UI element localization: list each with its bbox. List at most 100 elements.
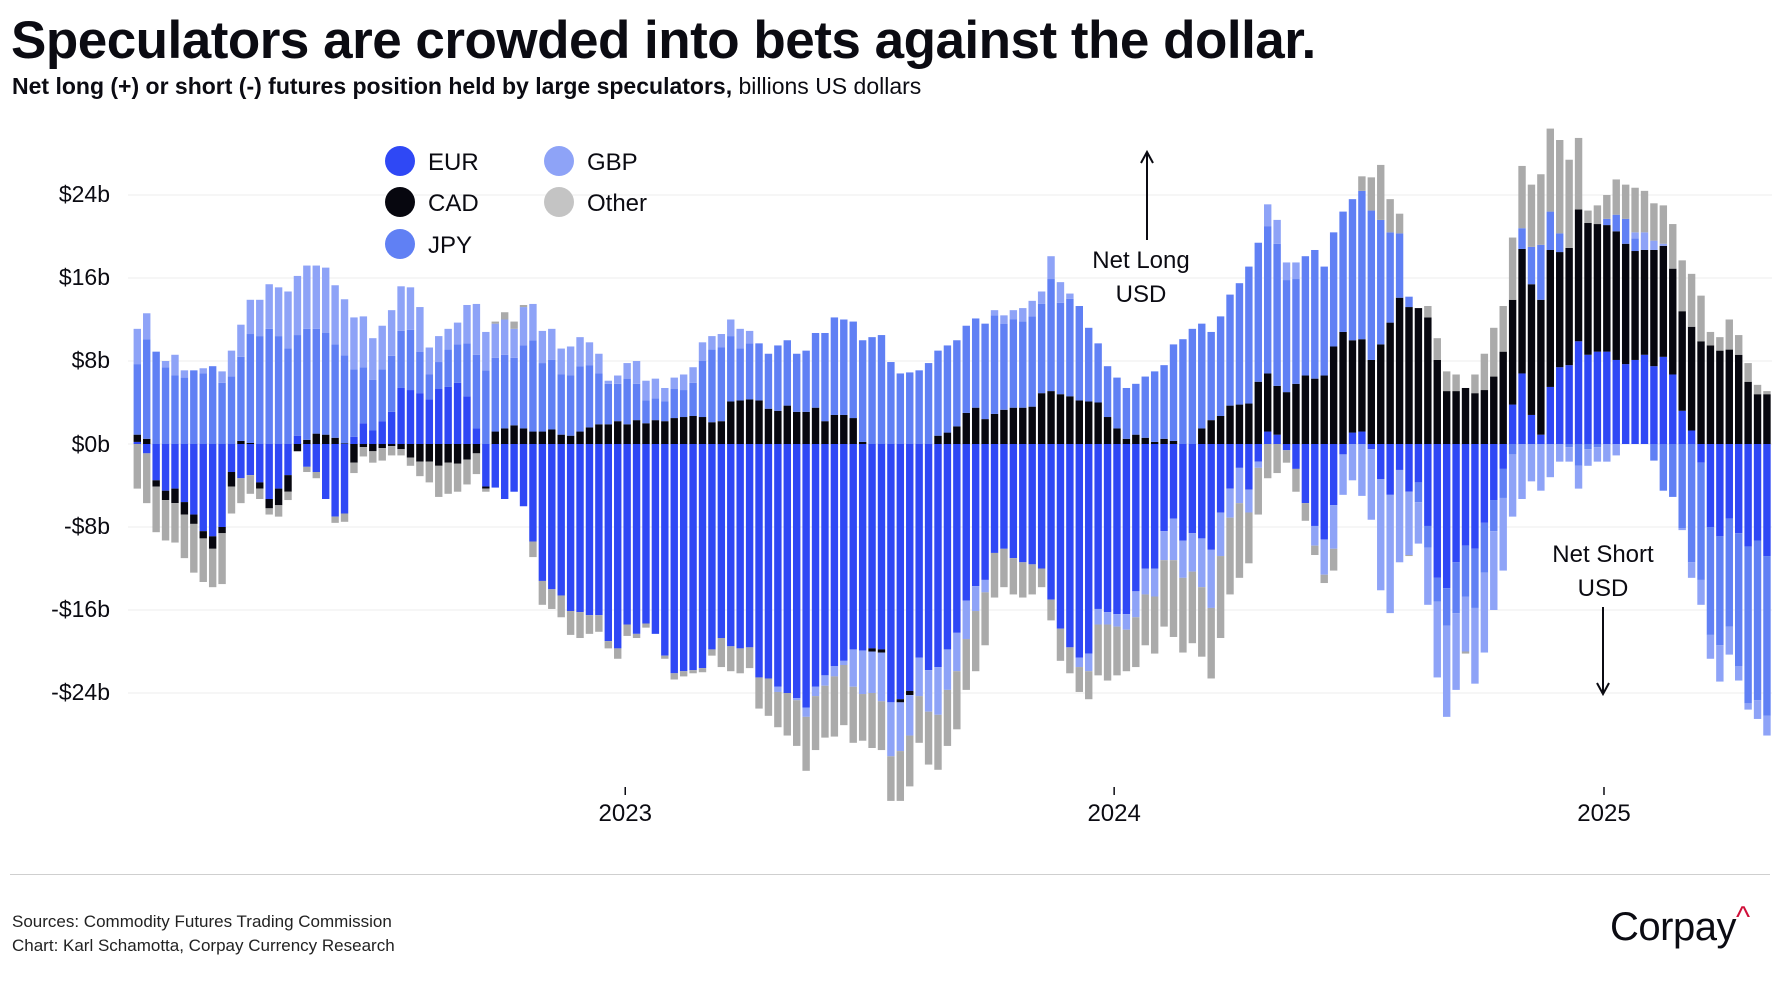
bar-segment-other xyxy=(1687,273,1696,327)
bar-segment-other xyxy=(1075,667,1083,692)
bar-segment-eur xyxy=(1282,444,1291,451)
bar-segment-other xyxy=(1405,555,1413,557)
bar-segment-eur xyxy=(369,430,377,444)
bar-segment-jpy xyxy=(1763,556,1771,716)
bar-segment-cad xyxy=(1056,394,1065,444)
bar-segment-gbp xyxy=(1763,715,1771,736)
bar-segment-cad xyxy=(1282,392,1291,445)
bar-segment-other xyxy=(1716,337,1724,351)
bar-segment-cad xyxy=(369,444,377,452)
bar-segment-eur xyxy=(830,444,839,667)
bar-segment-other xyxy=(284,491,292,501)
bar-segment-other xyxy=(811,696,820,751)
bar-segment-jpy xyxy=(736,348,744,401)
bar-segment-gbp xyxy=(274,287,283,337)
bar-segment-other xyxy=(1735,335,1743,355)
bar-segment-gbp xyxy=(1037,291,1046,304)
bar-segment-cad xyxy=(868,648,876,652)
bar-segment-cad xyxy=(1461,387,1470,445)
legend-label: GBP xyxy=(587,149,638,176)
bar-segment-cad xyxy=(133,434,141,442)
bar-segment-eur xyxy=(1556,367,1564,445)
bar-segment-cad xyxy=(1395,297,1404,444)
bar-segment-eur xyxy=(1433,444,1441,578)
bar-segment-jpy xyxy=(1103,366,1112,418)
bar-segment-gbp xyxy=(1226,488,1234,518)
bar-segment-eur xyxy=(1697,444,1705,463)
bar-segment-eur xyxy=(849,444,857,650)
bar-segment-gbp xyxy=(576,337,584,367)
bar-segment-cad xyxy=(708,422,716,444)
bar-segment-eur xyxy=(811,444,820,687)
bar-segment-other xyxy=(378,448,386,461)
bar-segment-other xyxy=(256,488,264,499)
bar-segment-gbp xyxy=(171,354,179,376)
bar-segment-cad xyxy=(161,490,170,501)
bar-segment-cad xyxy=(595,424,603,444)
bar-segment-eur xyxy=(482,444,490,487)
bar-segment-gbp xyxy=(1650,240,1658,250)
bar-segment-eur xyxy=(1320,444,1328,540)
bar-segment-cad xyxy=(350,444,358,463)
bar-segment-eur xyxy=(651,444,660,634)
annotation-text: USD xyxy=(1578,575,1629,602)
bar-segment-other xyxy=(548,589,556,609)
bar-segment-other xyxy=(783,693,791,736)
bar-segment-eur xyxy=(425,399,434,444)
bar-segment-jpy xyxy=(548,359,556,430)
bar-segment-cad xyxy=(246,442,255,444)
bar-segment-gbp xyxy=(1490,531,1498,610)
bar-segment-eur xyxy=(1631,359,1639,444)
bar-segment-jpy xyxy=(717,347,726,422)
bar-segment-jpy xyxy=(1235,283,1244,405)
bar-segment-other xyxy=(161,500,170,541)
bar-segment-gbp xyxy=(1556,444,1564,462)
bar-segment-other xyxy=(679,671,688,677)
bar-segment-gbp xyxy=(971,586,980,612)
bar-segment-cad xyxy=(227,472,236,487)
bar-segment-jpy xyxy=(858,340,867,442)
bar-segment-gbp xyxy=(322,267,330,333)
bar-segment-eur xyxy=(1471,444,1479,549)
bar-segment-other xyxy=(171,503,179,543)
bar-segment-eur xyxy=(284,444,292,476)
bar-segment-jpy xyxy=(1424,525,1432,548)
bar-segment-cad xyxy=(576,431,584,444)
bar-segment-gbp xyxy=(981,579,989,593)
bar-segment-jpy xyxy=(585,365,594,428)
bar-segment-gbp xyxy=(1471,607,1479,684)
bar-segment-jpy xyxy=(1697,462,1705,580)
bar-segment-other xyxy=(1395,213,1404,234)
bar-segment-gbp xyxy=(303,265,311,329)
bar-segment-jpy xyxy=(811,332,820,408)
bar-segment-gbp xyxy=(849,649,857,687)
bar-segment-gbp xyxy=(1603,444,1611,462)
bar-segment-gbp xyxy=(237,324,245,357)
bar-segment-jpy xyxy=(1490,500,1498,532)
bar-segment-other xyxy=(1000,548,1008,588)
bar-segment-cad xyxy=(397,444,405,450)
bar-segment-cad xyxy=(1593,224,1602,352)
bar-segment-gbp xyxy=(1188,533,1197,572)
bar-segment-cad xyxy=(1442,391,1451,444)
bar-segment-cad xyxy=(519,428,528,444)
bar-segment-cad xyxy=(1508,299,1517,405)
bar-segment-jpy xyxy=(1744,546,1752,704)
bar-segment-cad xyxy=(604,424,612,444)
bar-segment-eur xyxy=(717,444,726,639)
bar-segment-gbp xyxy=(623,363,631,379)
bar-segment-gbp xyxy=(915,657,923,697)
bar-segment-eur xyxy=(698,444,707,669)
bar-segment-eur xyxy=(840,444,848,661)
bar-segment-other xyxy=(510,321,518,329)
bar-segment-eur xyxy=(472,428,481,444)
bar-segment-jpy xyxy=(1659,444,1668,491)
bar-segment-jpy xyxy=(1113,377,1121,429)
bar-segment-jpy xyxy=(943,345,952,433)
bar-segment-gbp xyxy=(1019,308,1027,322)
legend-label: EUR xyxy=(428,149,479,176)
bar-segment-gbp xyxy=(1358,444,1366,496)
bar-segment-eur xyxy=(1047,444,1055,600)
bar-segment-eur xyxy=(1640,354,1649,444)
bar-segment-other xyxy=(1442,371,1451,392)
